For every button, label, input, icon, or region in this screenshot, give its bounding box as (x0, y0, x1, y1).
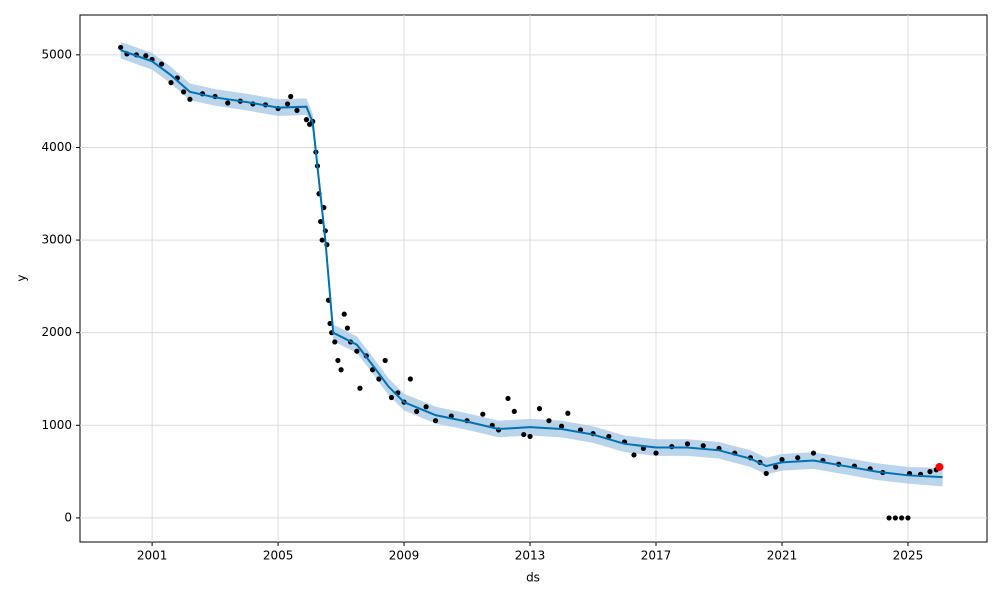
y-tick-label: 3000 (41, 233, 72, 247)
observed-point (527, 433, 533, 440)
observed-point (631, 452, 637, 458)
observed-point (341, 311, 347, 317)
observed-point (899, 515, 905, 521)
observed-point (407, 376, 413, 382)
observed-point (779, 456, 785, 463)
y-tick-label: 0 (64, 510, 72, 524)
observed-point (382, 357, 388, 364)
observed-point (414, 408, 420, 415)
y-tick-label: 5000 (41, 47, 72, 61)
observed-point (810, 450, 817, 456)
observed-point (536, 406, 543, 412)
forecast-line (120, 49, 943, 479)
observed-point (225, 100, 231, 106)
observed-point (143, 53, 149, 59)
observed-point (118, 44, 124, 51)
x-tick-label: 2017 (641, 549, 672, 563)
observed-point (158, 61, 165, 67)
observed-point (303, 117, 310, 123)
observed-point (565, 410, 571, 416)
observed-point (521, 431, 527, 438)
observed-point (388, 394, 395, 401)
observed-point (505, 395, 511, 402)
observed-point (773, 464, 779, 470)
y-axis-label: y (15, 274, 29, 281)
observed-point (653, 450, 659, 456)
observed-point (892, 515, 898, 521)
observed-point (927, 469, 933, 475)
observed-point (187, 96, 193, 102)
observed-point (558, 423, 565, 429)
observed-point (288, 93, 294, 100)
y-tick-label: 1000 (41, 418, 72, 432)
observed-point (294, 107, 300, 113)
observed-point (319, 237, 325, 243)
observed-point (332, 339, 338, 345)
observed-point (795, 455, 801, 461)
observed-point (511, 408, 517, 415)
x-tick-label: 2005 (263, 549, 294, 563)
observed-point (335, 357, 341, 364)
observed-point (480, 411, 486, 417)
y-tick-label: 2000 (41, 325, 72, 339)
x-tick-label: 2001 (137, 549, 168, 563)
last-point (935, 462, 944, 471)
observed-point (168, 80, 174, 86)
x-tick-label: 2013 (515, 549, 546, 563)
observed-point (318, 218, 324, 225)
observed-point (905, 515, 911, 521)
observed-point (284, 101, 291, 107)
observed-point (432, 418, 439, 424)
x-axis-label: ds (526, 571, 540, 585)
x-tick-label: 2025 (893, 549, 924, 563)
observed-point (606, 433, 612, 440)
x-tick-label: 2009 (389, 549, 420, 563)
observed-point (886, 515, 892, 521)
observed-point (546, 418, 552, 424)
x-tick-label: 2021 (767, 549, 798, 563)
observed-point (684, 441, 691, 447)
observed-point (357, 385, 363, 391)
y-tick-label: 4000 (41, 140, 72, 154)
observed-point (338, 367, 344, 373)
observed-point (181, 89, 187, 95)
observed-point (700, 443, 706, 449)
observed-point (354, 348, 360, 354)
observed-point (376, 376, 382, 382)
observed-point (423, 404, 429, 410)
observed-point (763, 470, 769, 477)
observed-point (344, 325, 350, 331)
